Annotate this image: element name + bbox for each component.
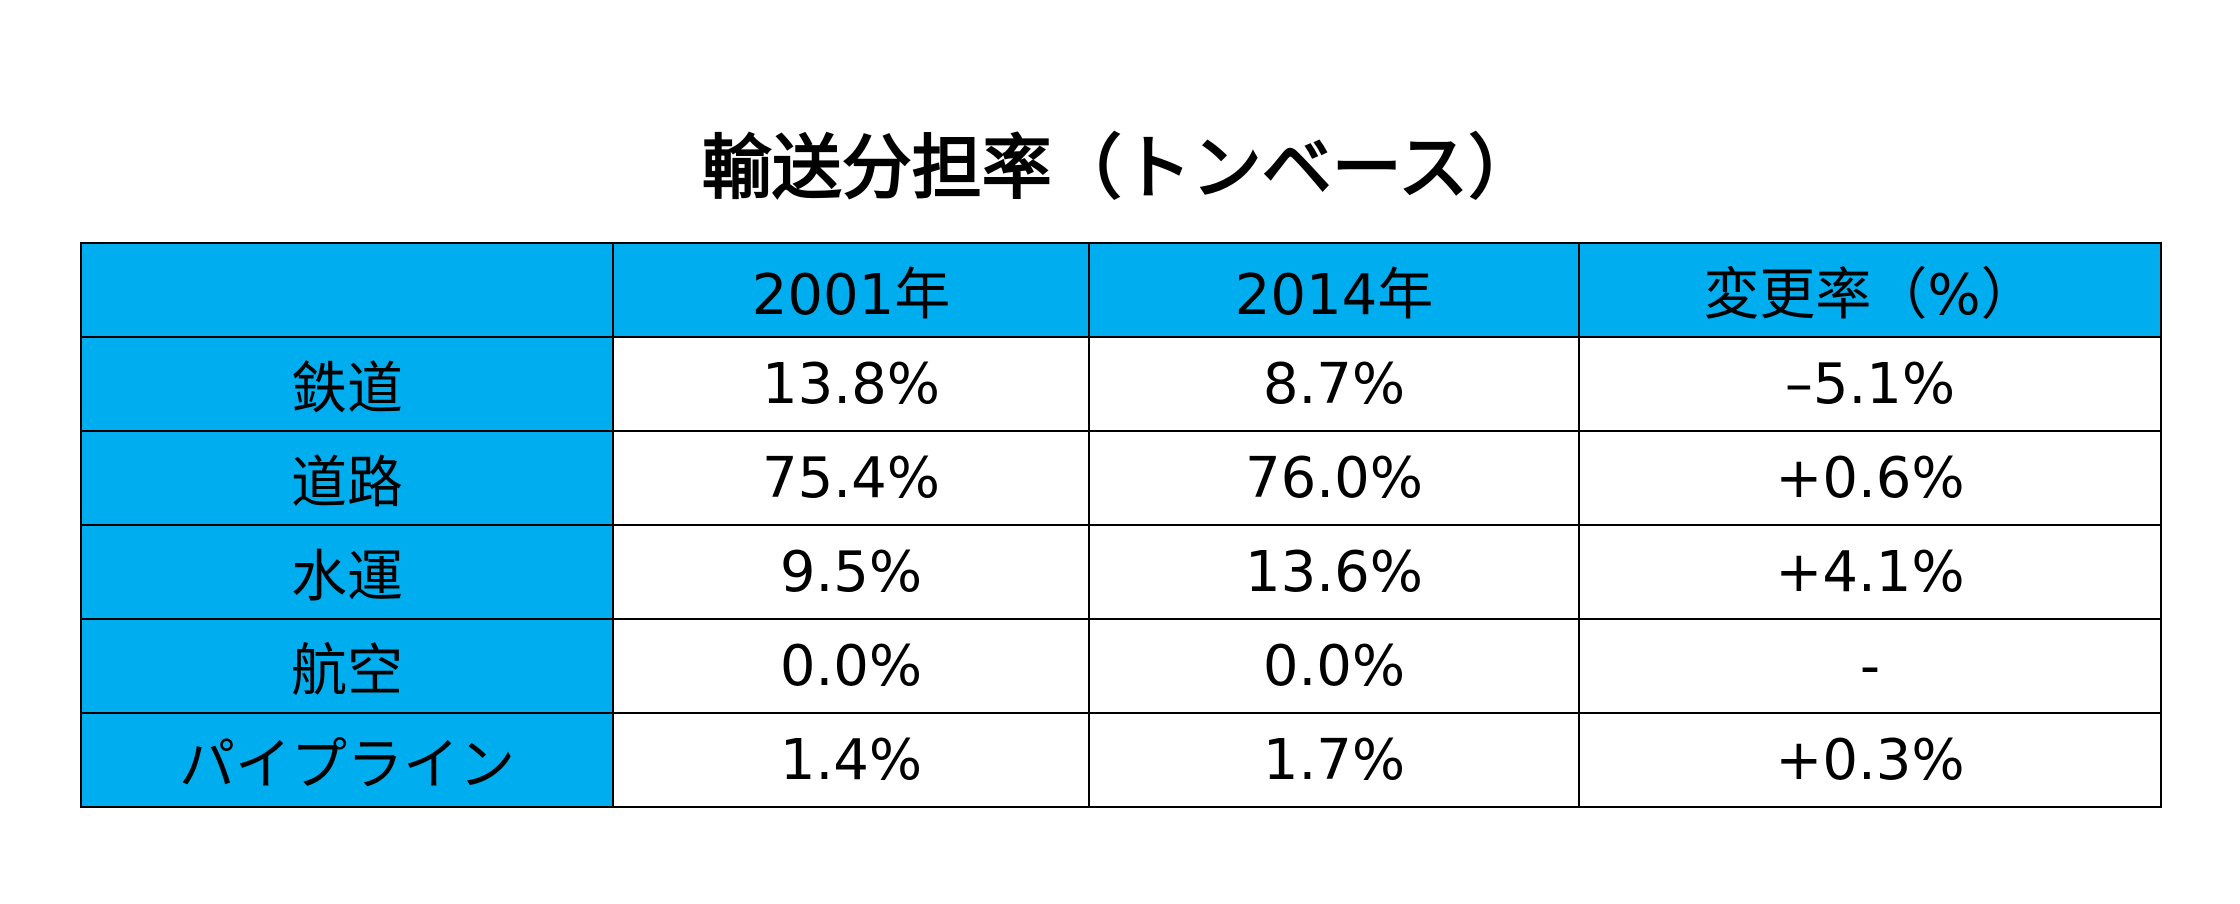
table-cell: 9.5%	[612, 524, 1090, 620]
row-label-water: 水運	[80, 524, 614, 620]
chart-title: 輸送分担率（トンベース）	[701, 127, 1539, 209]
table-row-pipeline: パイプライン 1.4% 1.7% +0.3%	[80, 712, 2162, 808]
table-cell: +0.6%	[1578, 430, 2162, 526]
header-row: 2001年 2014年 変更率（%）	[80, 242, 2162, 338]
table-cell: 13.8%	[612, 336, 1090, 432]
table-cell: 1.4%	[612, 712, 1090, 808]
table-cell: 0.0%	[612, 618, 1090, 714]
table-row-road: 道路 75.4% 76.0% +0.6%	[80, 430, 2162, 526]
table-row-water: 水運 9.5% 13.6% +4.1%	[80, 524, 2162, 620]
corner-header-cell	[80, 242, 614, 338]
column-header-change-rate: 変更率（%）	[1578, 242, 2162, 338]
row-label-rail: 鉄道	[80, 336, 614, 432]
table-cell: -	[1578, 618, 2162, 714]
table-cell: 76.0%	[1088, 430, 1580, 526]
table-cell: 0.0%	[1088, 618, 1580, 714]
row-label-air: 航空	[80, 618, 614, 714]
column-header-2001: 2001年	[612, 242, 1090, 338]
table-row-air: 航空 0.0% 0.0% -	[80, 618, 2162, 714]
column-header-2014: 2014年	[1088, 242, 1580, 338]
data-table: 2001年 2014年 変更率（%） 鉄道 13.8% 8.7% –5.1% 道…	[80, 242, 2162, 808]
table-row-rail: 鉄道 13.8% 8.7% –5.1%	[80, 336, 2162, 432]
table-cell: 8.7%	[1088, 336, 1580, 432]
row-label-pipeline: パイプライン	[80, 712, 614, 808]
table-cell: 75.4%	[612, 430, 1090, 526]
row-label-road: 道路	[80, 430, 614, 526]
table-cell: 13.6%	[1088, 524, 1580, 620]
table-cell: +4.1%	[1578, 524, 2162, 620]
table-cell: 1.7%	[1088, 712, 1580, 808]
table-cell: –5.1%	[1578, 336, 2162, 432]
table-cell: +0.3%	[1578, 712, 2162, 808]
